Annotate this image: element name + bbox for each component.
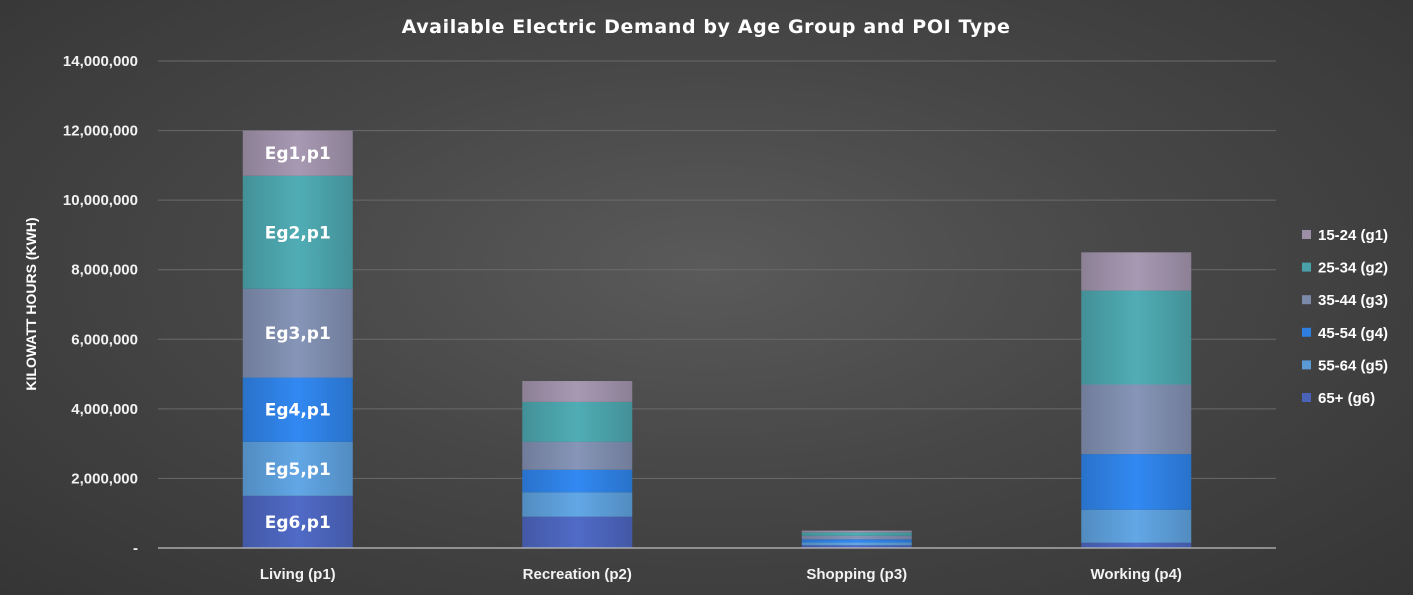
y-tick-label: 14,000,000 [63, 53, 138, 70]
x-tick-label: Recreation (p2) [523, 566, 632, 583]
bar-segment [242, 130, 353, 176]
data-label: Eg3,p1 [265, 324, 331, 344]
data-label: Eg2,p1 [265, 223, 331, 243]
bars: Eg6,p1 Eg5,p1 Eg4,p1 Eg3,p1 Eg2,p1 Eg1,p1 [242, 130, 1192, 548]
y-tick-label: - [133, 540, 138, 557]
data-label: Eg4,p1 [265, 401, 331, 421]
bar-segment [522, 492, 633, 517]
y-axis-label: KILOWATT HOURS (KWH) [23, 217, 39, 390]
y-tick-label: 8,000,000 [71, 262, 138, 279]
bar-segment [242, 495, 353, 548]
bar-segment [801, 532, 912, 536]
bar-segment [801, 530, 912, 533]
y-tick-label: 4,000,000 [71, 401, 138, 418]
bar-segment [242, 175, 353, 289]
bar-segment [1081, 252, 1192, 291]
x-tick-label: Living (p1) [260, 566, 336, 583]
legend-item: 35-44 (g3) [1302, 292, 1388, 309]
legend-swatch [1302, 262, 1311, 272]
bar-segment [1081, 290, 1192, 385]
bar-segment [801, 539, 912, 543]
bar-segment [1081, 509, 1192, 543]
bar-segment [1081, 542, 1192, 548]
legend-swatch [1302, 295, 1311, 305]
bar-segment [801, 535, 912, 540]
y-axis-ticks: - 2,000,000 4,000,000 6,000,000 8,000,000 10,… [63, 53, 138, 557]
bar-segment [522, 401, 633, 442]
x-axis-ticks: Living (p1) Recreation (p2) Shopping (p3) W… [260, 566, 1182, 583]
legend-item: 45-54 (g4) [1302, 325, 1388, 342]
bar-segment [801, 542, 912, 546]
data-label: Eg5,p1 [265, 460, 331, 480]
x-tick-label: Working (p4) [1091, 566, 1182, 583]
legend-label: 65+ (g6) [1318, 390, 1375, 407]
legend-item: 65+ (g6) [1302, 390, 1375, 407]
y-tick-label: 6,000,000 [71, 331, 138, 348]
data-label: Eg6,p1 [265, 513, 331, 533]
legend: 15-24 (g1) 25-34 (g2) 35-44 (g3) 45-54 (g4)… [1302, 227, 1388, 407]
bar-segment [522, 516, 633, 548]
bar-segment [242, 441, 353, 496]
legend-swatch [1302, 360, 1311, 370]
legend-label: 25-34 (g2) [1318, 260, 1388, 277]
chart-title: Available Electric Demand by Age Group a… [402, 16, 1011, 38]
bar-segment [1081, 454, 1192, 510]
y-tick-label: 2,000,000 [71, 470, 138, 487]
bar-segment [242, 288, 353, 378]
legend-label: 45-54 (g4) [1318, 325, 1388, 342]
legend-item: 15-24 (g1) [1302, 227, 1388, 244]
legend-label: 55-64 (g5) [1318, 357, 1388, 374]
legend-item: 25-34 (g2) [1302, 260, 1388, 277]
legend-label: 35-44 (g3) [1318, 292, 1388, 309]
y-tick-label: 10,000,000 [63, 192, 138, 209]
bar-segment [522, 469, 633, 493]
bar-segment [1081, 384, 1192, 455]
legend-item: 55-64 (g5) [1302, 357, 1388, 374]
legend-swatch [1302, 230, 1311, 239]
legend-swatch [1302, 393, 1311, 402]
legend-label: 15-24 (g1) [1318, 227, 1388, 244]
bar-segment [242, 377, 353, 442]
legend-swatch [1302, 327, 1311, 337]
x-tick-label: Shopping (p3) [806, 566, 907, 583]
data-label: Eg1,p1 [265, 144, 331, 164]
bar-segment [522, 381, 633, 402]
bar-segment [522, 441, 633, 470]
bar-segment [801, 545, 912, 548]
y-tick-label: 12,000,000 [63, 123, 138, 140]
